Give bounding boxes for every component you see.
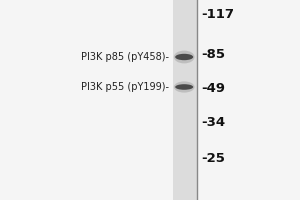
Ellipse shape	[175, 54, 193, 60]
Text: -85: -85	[202, 47, 226, 60]
Text: PI3K p55 (pY199)-: PI3K p55 (pY199)-	[82, 82, 170, 92]
Text: -117: -117	[202, 7, 235, 21]
Text: -49: -49	[202, 82, 226, 95]
Text: -25: -25	[202, 152, 226, 166]
Text: PI3K p85 (pY458)-: PI3K p85 (pY458)-	[82, 52, 170, 62]
Ellipse shape	[174, 81, 194, 93]
Bar	[172, 0, 197, 200]
Ellipse shape	[175, 84, 193, 90]
Text: -34: -34	[202, 116, 226, 130]
Ellipse shape	[174, 51, 194, 63]
